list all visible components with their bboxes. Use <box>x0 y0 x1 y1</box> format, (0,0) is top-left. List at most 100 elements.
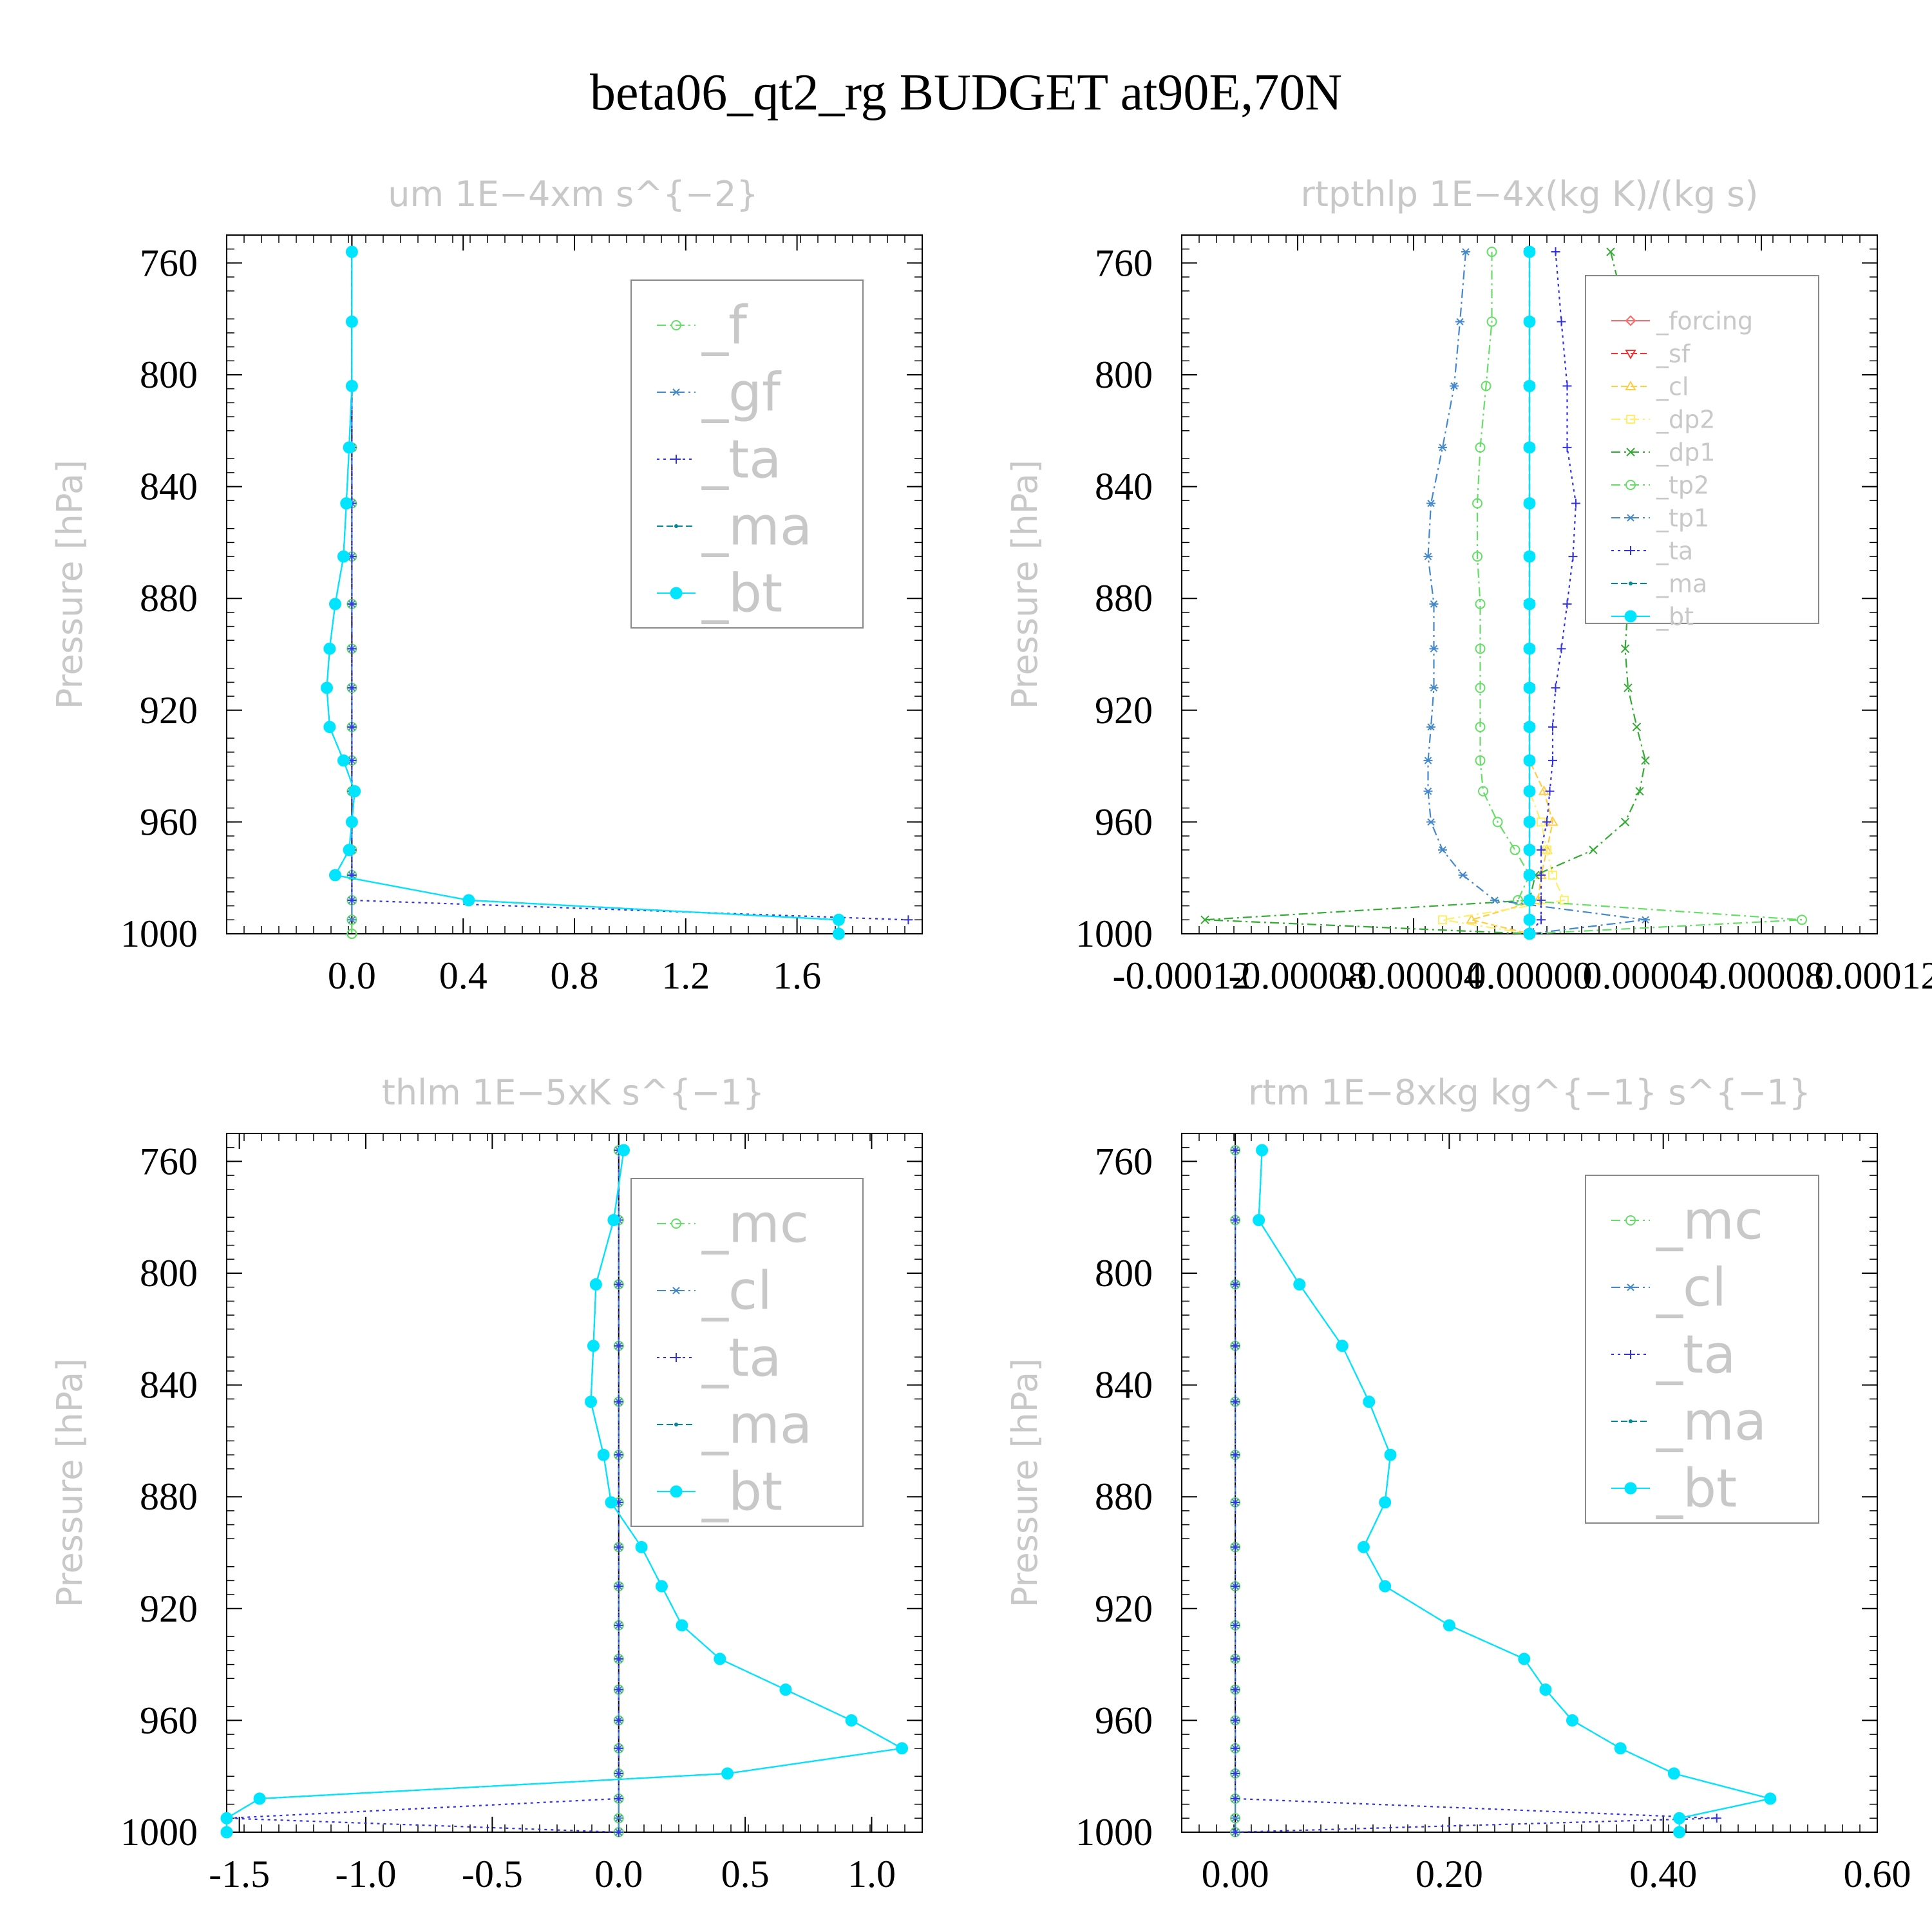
x-tick-label: 0.4 <box>439 954 488 997</box>
data-point <box>1379 1496 1392 1509</box>
data-point <box>1231 1341 1240 1350</box>
x-tick-label: 0.0 <box>594 1853 643 1895</box>
chart-panel-3: thlm 1E−5xK s^{−1} Pressure [hPa] 760 800 84… <box>50 1072 923 1895</box>
x-tick-label: -0.00004 <box>1345 954 1483 997</box>
y-tick-label: 800 <box>1095 354 1153 396</box>
data-point <box>605 1496 618 1509</box>
legend-label: _forcing <box>1656 307 1753 335</box>
legend-label: _ma <box>701 497 812 558</box>
data-point <box>676 1619 688 1632</box>
data-point <box>1523 869 1536 882</box>
panel-grid: um 1E−4xm s^{−2} Pressure [hPa] 760 800 840 8… <box>50 174 1932 1895</box>
legend-box <box>1585 275 1819 624</box>
x-tick-label: -0.5 <box>462 1853 523 1895</box>
data-point <box>1231 1828 1240 1837</box>
series-ta <box>1525 247 1580 938</box>
data-point <box>618 1144 630 1157</box>
y-tick-label: 880 <box>140 1475 198 1518</box>
legend-marker <box>1625 350 1636 359</box>
y-tick-label: 960 <box>1095 800 1153 843</box>
x-tick-label: -0.00008 <box>1229 954 1367 997</box>
legend-label: _dp2 <box>1656 405 1715 433</box>
data-point <box>1537 895 1546 905</box>
data-point <box>614 1582 623 1591</box>
x-tick-label: 1.0 <box>848 1853 896 1895</box>
data-point <box>1523 598 1536 611</box>
x-tick-label: 0.00008 <box>1699 954 1824 997</box>
data-point <box>1200 915 1209 925</box>
series-line <box>1427 251 1646 935</box>
legend-marker <box>1624 1482 1637 1495</box>
data-point <box>328 598 341 611</box>
legend-label: _ta <box>1656 1325 1736 1386</box>
data-point <box>1423 787 1433 795</box>
y-tick-label: 960 <box>140 1699 198 1741</box>
legend-label: _ta <box>701 430 781 491</box>
legend: _f_gf_ta_ma_bt <box>630 279 864 629</box>
data-point <box>1231 1215 1240 1225</box>
legend-label: _gf <box>701 363 782 424</box>
data-point <box>1562 381 1572 391</box>
data-point <box>607 1214 620 1227</box>
data-point <box>1523 550 1536 563</box>
legend-label: _bt <box>701 564 782 625</box>
y-tick-label: 1000 <box>1075 913 1153 955</box>
data-point <box>1614 1742 1627 1755</box>
data-point <box>321 681 334 694</box>
data-point <box>1472 551 1482 562</box>
data-point <box>1231 1685 1240 1694</box>
data-point <box>1438 846 1447 854</box>
legend-marker <box>1626 514 1635 522</box>
data-point <box>1523 379 1536 392</box>
data-point <box>1231 1450 1240 1460</box>
series-bt <box>1523 245 1536 940</box>
data-point <box>1523 681 1536 694</box>
data-point <box>1293 1278 1306 1291</box>
x-tick-label: 0.00004 <box>1583 954 1709 997</box>
data-point <box>1632 723 1642 732</box>
y-tick-label: 880 <box>1095 577 1153 620</box>
data-point <box>1641 916 1650 924</box>
x-tick-label: -0.00012 <box>1113 954 1251 997</box>
data-point <box>832 927 845 940</box>
data-point <box>1429 600 1439 608</box>
data-point <box>1426 818 1435 826</box>
legend: _mc_cl_ta_ma_bt <box>630 1178 864 1527</box>
data-point <box>1635 786 1644 796</box>
legend-box <box>1585 1175 1819 1524</box>
y-tick-label: 800 <box>1095 1252 1153 1294</box>
series-line <box>351 252 909 921</box>
data-point <box>614 1620 623 1630</box>
legend-label: _mc <box>1656 1191 1763 1252</box>
data-point <box>347 895 357 905</box>
y-tick-label: 1000 <box>120 913 198 955</box>
y-tick-label: 760 <box>140 242 198 284</box>
data-point <box>1481 381 1492 392</box>
legend-label: _sf <box>1656 339 1691 368</box>
legend-marker <box>674 1423 678 1426</box>
data-point <box>1423 757 1433 764</box>
y-tick-label: 920 <box>140 689 198 732</box>
legend-marker <box>1626 415 1635 424</box>
y-tick-label: 960 <box>140 800 198 843</box>
data-point <box>614 1542 623 1552</box>
data-point <box>1523 894 1536 907</box>
data-point <box>1231 1620 1240 1630</box>
data-point <box>585 1396 598 1408</box>
data-point <box>1231 1497 1240 1507</box>
data-point <box>1620 644 1630 654</box>
data-point <box>1486 247 1497 258</box>
data-point <box>1539 1683 1552 1696</box>
data-point <box>1624 683 1633 692</box>
data-point <box>1557 317 1566 327</box>
data-point <box>1712 1814 1721 1823</box>
y-tick-label: 880 <box>140 577 198 620</box>
data-point <box>1450 382 1459 390</box>
data-point <box>589 1278 602 1291</box>
legend-marker <box>1626 1283 1635 1291</box>
data-point <box>1490 896 1499 904</box>
y-tick-label: 1000 <box>1075 1811 1153 1853</box>
legend-label: _tp2 <box>1656 471 1709 499</box>
series-line <box>1204 251 1647 935</box>
